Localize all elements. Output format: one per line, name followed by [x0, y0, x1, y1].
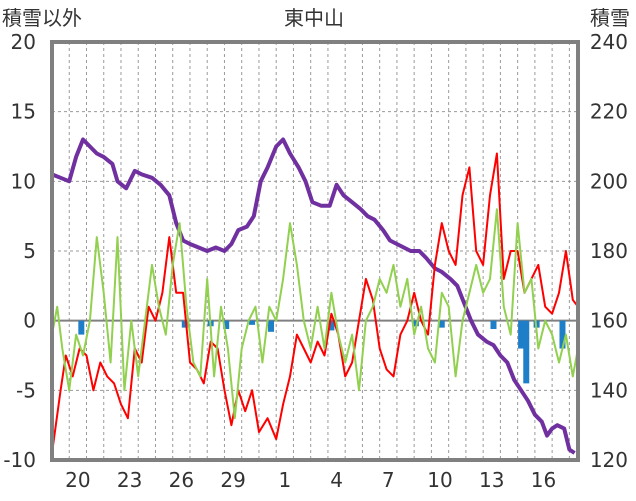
- y-left-tick-label: 5: [23, 239, 36, 263]
- snow-bar: [559, 320, 566, 349]
- y-left-tick-label: 0: [23, 309, 36, 333]
- tick-labels: 20 240 15 220 10 200 5 180 0 160 -5 140 -10 120 20 23 26…: [3, 30, 628, 492]
- y-right-tick-label: 160: [590, 309, 628, 333]
- y-right-tick-label: 220: [590, 100, 628, 124]
- y-right-tick-label: 120: [590, 448, 628, 472]
- y-left-tick-label: 20: [11, 30, 36, 54]
- y-right-tick-label: 140: [590, 378, 628, 402]
- series-line-0: [51, 137, 576, 455]
- snow-bar: [523, 320, 530, 384]
- y-left-tick-label: 15: [11, 100, 36, 124]
- snow-bar: [490, 320, 497, 330]
- x-tick-label: 10: [427, 468, 452, 492]
- snow-bar: [181, 320, 188, 328]
- x-tick-label: 7: [382, 468, 395, 492]
- snow-bar: [412, 320, 419, 327]
- snow-bar: [268, 320, 275, 332]
- y-right-tick-label: 240: [590, 30, 628, 54]
- plot-frame: [50, 40, 580, 462]
- x-tick-label: 16: [531, 468, 556, 492]
- snow-bar: [249, 320, 256, 325]
- chart-title: 東中山: [284, 6, 344, 30]
- x-tick-label: 29: [220, 468, 245, 492]
- y-right-tick-label: 180: [590, 239, 628, 263]
- x-tick-label: 1: [278, 468, 291, 492]
- x-tick-label: 23: [117, 468, 142, 492]
- snow-bar: [518, 320, 525, 349]
- y-left-tick-label: 10: [11, 169, 36, 193]
- snow-bar: [78, 320, 85, 335]
- series-line-1: [51, 152, 579, 454]
- left-axis-label: 積雪以外: [2, 6, 82, 30]
- snow-bar: [438, 320, 445, 328]
- x-tick-label: 13: [479, 468, 504, 492]
- series-lines: [51, 137, 579, 455]
- y-left-tick-label: -5: [16, 378, 36, 402]
- y-left-tick-label: -10: [3, 448, 36, 472]
- x-tick-label: 20: [65, 468, 90, 492]
- x-tick-label: 4: [330, 468, 343, 492]
- x-tick-label: 26: [169, 468, 194, 492]
- y-right-tick-label: 200: [590, 169, 628, 193]
- series-line-2: [51, 208, 579, 420]
- snow-bar: [328, 320, 335, 331]
- right-axis-label: 積雪: [590, 6, 630, 30]
- snow-bar: [223, 320, 230, 330]
